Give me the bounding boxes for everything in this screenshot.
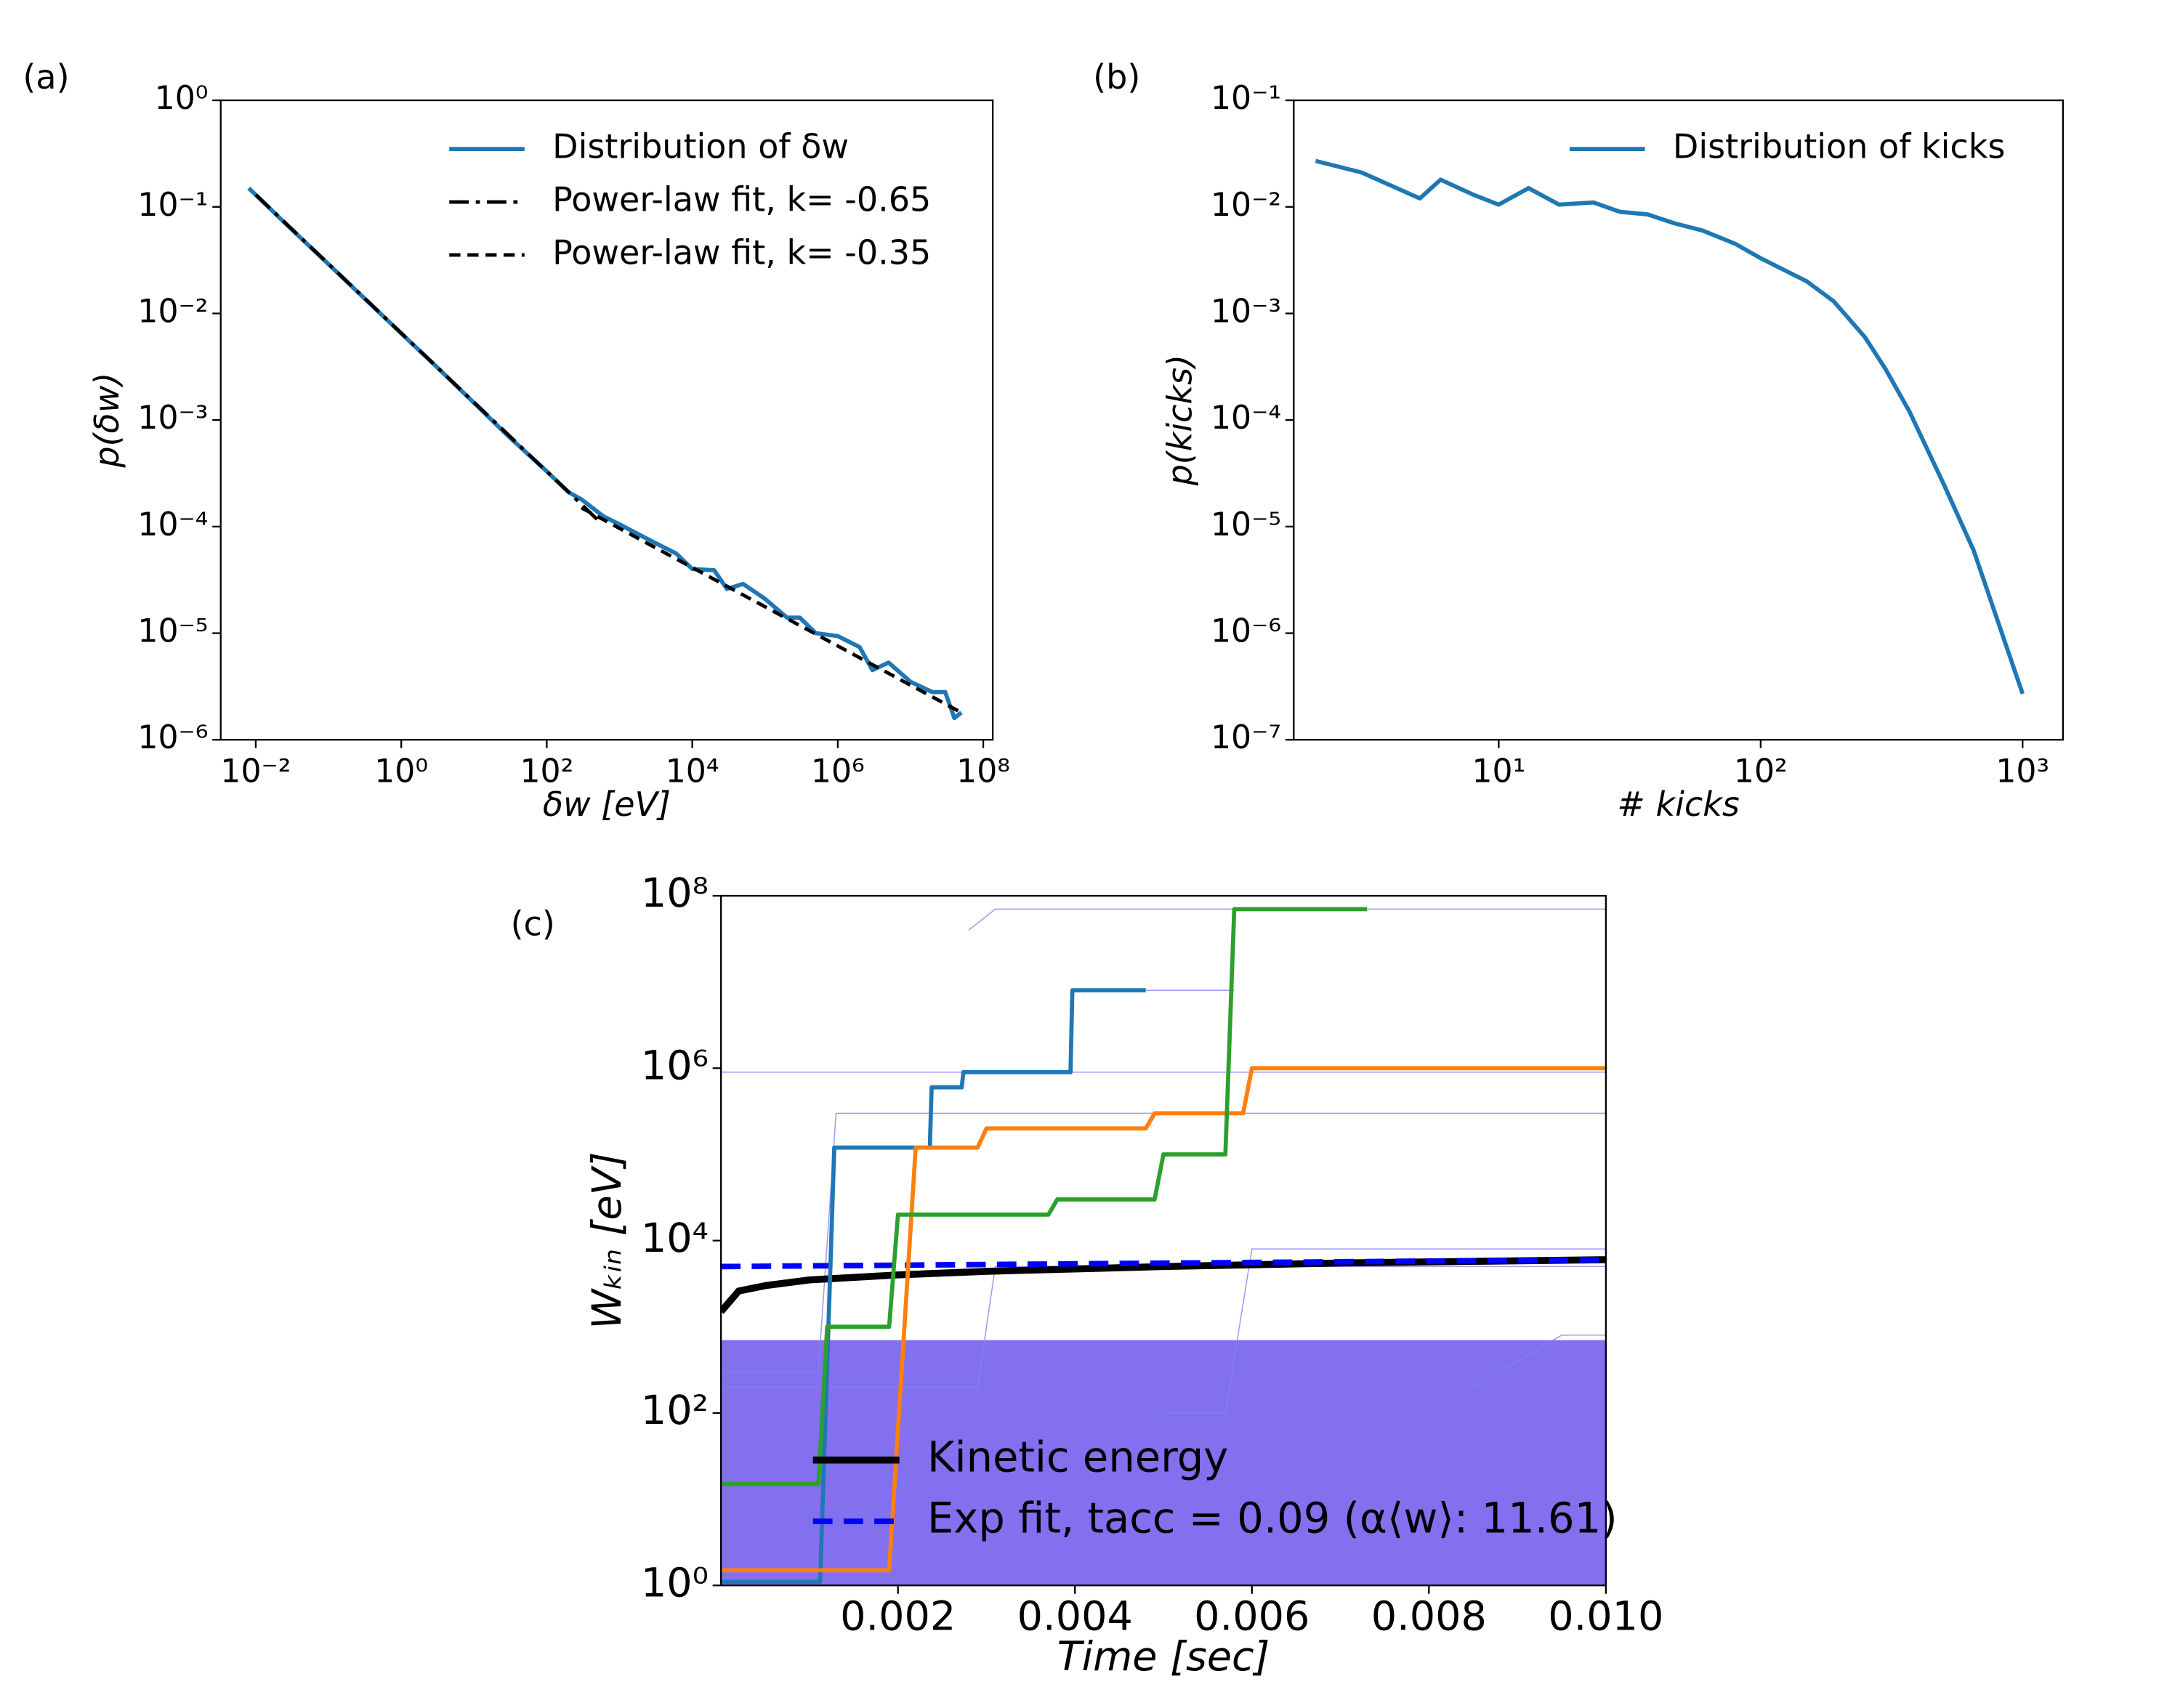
y-axis-label: Wₖᵢₙ [eV] [584, 1152, 631, 1329]
panel-label: (c) [511, 904, 555, 944]
y-tick-label: 10⁻⁶ [1211, 613, 1281, 650]
x-tick-label: 0.008 [1371, 1592, 1487, 1640]
panel-label: (b) [1093, 57, 1140, 97]
series-line [1315, 158, 2025, 695]
y-tick-label: 10⁻¹ [1211, 80, 1281, 117]
series-line [721, 1257, 1606, 1270]
legend-label: Distribution of kicks [1673, 127, 2005, 166]
series-line [1163, 1248, 1606, 1414]
legend-label: Distribution of δw [552, 127, 849, 166]
y-tick-label: 10⁻² [1211, 187, 1281, 224]
y-tick-label: 10⁸ [641, 870, 709, 917]
y-tick-label: 10⁰ [641, 1559, 709, 1606]
y-tick-label: 10⁰ [155, 80, 209, 117]
x-axis-label: # kicks [1617, 785, 1740, 824]
plot-area [247, 186, 963, 721]
y-tick-label: 10⁻³ [137, 400, 208, 437]
axes-frame [1293, 99, 2064, 741]
y-axis-label: p(δw) [87, 373, 126, 469]
legend-label: Kinetic energy [927, 1433, 1228, 1481]
y-tick-label: 10⁻⁵ [137, 613, 208, 650]
series-line [254, 193, 600, 522]
x-axis-label: δw [eV] [543, 785, 671, 824]
y-tick-label: 10⁻⁴ [1211, 400, 1281, 437]
x-tick-label: 0.004 [1017, 1592, 1133, 1640]
legend-label: Exp fit, tacc = 0.09 (α⟨w⟩: 11.61) [927, 1494, 1618, 1543]
x-tick-label: 10⁰ [374, 753, 428, 790]
x-tick-label: 10³ [1996, 753, 2049, 790]
y-axis-label: p(kicks) [1160, 355, 1199, 486]
x-tick-label: 10⁻² [220, 753, 291, 790]
x-tick-label: 10¹ [1472, 753, 1525, 790]
plot-area [1315, 158, 2025, 695]
series-line [721, 1112, 1606, 1373]
y-tick-label: 10⁻¹ [137, 187, 208, 224]
y-tick-label: 10⁻⁷ [1211, 719, 1281, 756]
series-line [1472, 1335, 1606, 1388]
x-tick-label: 10⁸ [956, 753, 1010, 790]
y-tick-label: 10⁻⁶ [137, 719, 208, 756]
y-tick-label: 10² [641, 1387, 709, 1434]
x-tick-label: 10² [1734, 753, 1788, 790]
x-tick-label: 10⁴ [666, 753, 719, 790]
x-tick-label: 0.010 [1548, 1592, 1663, 1640]
legend-label: Power-law fit, k= -0.65 [552, 180, 931, 219]
x-tick-label: 10⁶ [811, 753, 865, 790]
x-tick-label: 0.006 [1194, 1592, 1310, 1640]
y-tick-label: 10⁻² [137, 293, 208, 330]
area [721, 1340, 1606, 1586]
y-tick-label: 10⁻⁵ [1211, 506, 1281, 543]
plot-area [721, 907, 1606, 1586]
y-tick-label: 10⁴ [641, 1215, 709, 1262]
series-line [581, 506, 963, 714]
x-tick-label: 0.002 [840, 1592, 956, 1640]
panel-label: (a) [23, 57, 69, 97]
y-tick-label: 10⁶ [641, 1042, 709, 1089]
series-line [721, 988, 1146, 1584]
legend-label: Power-law fit, k= -0.35 [552, 232, 931, 272]
y-tick-label: 10⁻⁴ [137, 506, 208, 543]
x-tick-label: 10² [520, 753, 573, 790]
series-line [968, 908, 1606, 931]
series-line [721, 1066, 1606, 1573]
x-axis-label: Time [sec] [1057, 1633, 1270, 1680]
series-line [247, 186, 963, 721]
y-tick-label: 10⁻³ [1211, 293, 1281, 330]
series-line [721, 907, 1368, 1486]
